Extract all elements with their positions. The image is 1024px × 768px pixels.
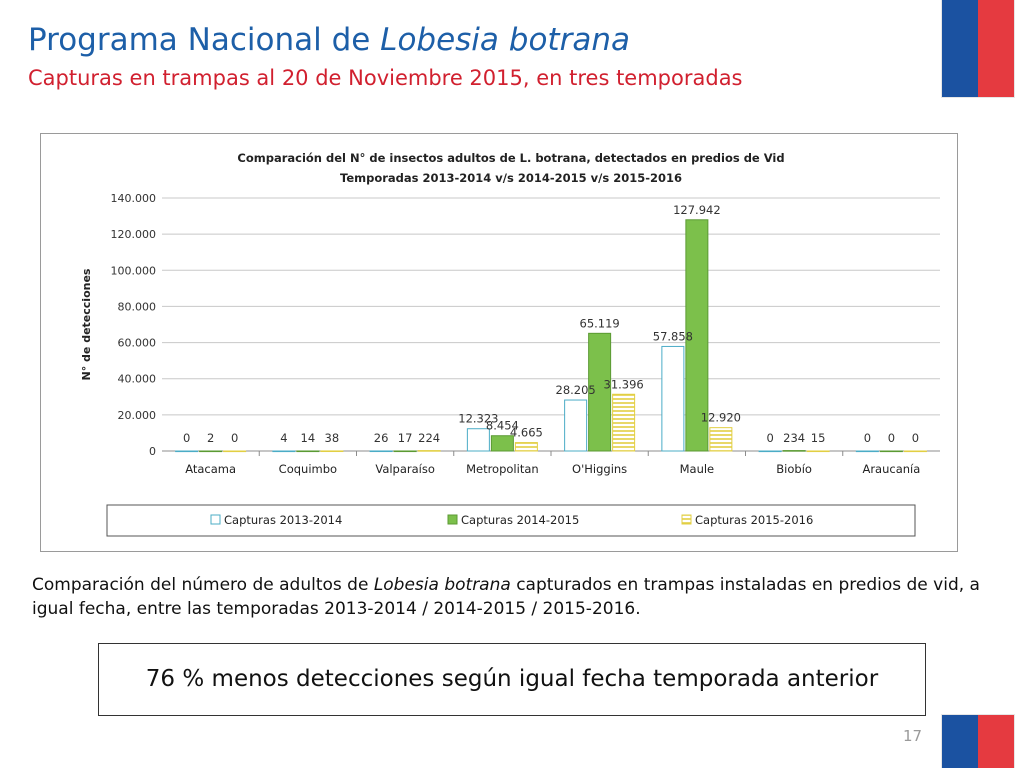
x-category-label: Metropolitan <box>466 462 539 476</box>
data-label: 12.920 <box>701 411 741 425</box>
legend-box <box>106 504 916 537</box>
bar-series-2013-2014 <box>661 345 685 452</box>
y-axis-label: N° de detecciones <box>80 268 93 380</box>
bar-chart: Comparación del N° de insectos adultos d… <box>80 151 940 537</box>
data-label: 0 <box>183 431 190 445</box>
data-label: 38 <box>325 431 340 445</box>
data-label: 57.858 <box>653 329 693 343</box>
caption-text-start: Comparación del número de adultos de <box>32 575 374 595</box>
bar-series-2013-2014 <box>855 450 879 453</box>
caption-text-end: capturados en trampas instaladas en pred… <box>32 575 980 619</box>
bar-series-2013-2014 <box>272 450 296 453</box>
x-category-label: Maule <box>680 462 715 476</box>
bar-series-2014-2015 <box>393 450 417 453</box>
data-label: 26 <box>374 431 389 445</box>
y-tick-label: 140.000 <box>111 192 157 205</box>
x-category-label: Coquimbo <box>279 462 337 476</box>
data-label: 17 <box>398 431 413 445</box>
highlight-text: 76 % menos detecciones según igual fecha… <box>145 666 879 692</box>
bar-series-2015-2016 <box>514 442 538 452</box>
slide-title-text: Programa Nacional de <box>28 22 381 58</box>
legend-label: Capturas 2015-2016 <box>695 513 813 527</box>
data-label: 31.396 <box>604 377 644 391</box>
bars <box>175 219 927 453</box>
bar-series-2015-2016 <box>709 427 733 452</box>
bar-series-2013-2014 <box>758 450 782 453</box>
data-label: 15 <box>811 431 826 445</box>
chile-flag-logo-top <box>942 0 1014 97</box>
flag-blue-band <box>942 715 978 768</box>
chart-title-line: Temporadas 2013-2014 v/s 2014-2015 v/s 2… <box>340 171 682 185</box>
data-label: 4.665 <box>510 426 543 440</box>
caption-species: Lobesia botrana <box>373 575 511 595</box>
x-category-label: Biobío <box>776 462 812 476</box>
slide-title-species: Lobesia botrana <box>380 22 630 58</box>
data-label: 0 <box>231 431 238 445</box>
bar-series-2014-2015 <box>296 450 320 453</box>
bar-series-2013-2014 <box>369 450 393 453</box>
figure-caption: Comparación del número de adultos de Lob… <box>32 573 982 621</box>
x-category-label: Araucanía <box>862 462 920 476</box>
data-label: 4 <box>280 431 287 445</box>
legend-swatch-series-2015-2016 <box>681 514 692 525</box>
data-label: 234 <box>783 431 805 445</box>
data-label: 224 <box>418 431 440 445</box>
data-label: 8.454 <box>486 419 519 433</box>
data-label: 127.942 <box>673 203 721 217</box>
x-category-label: Atacama <box>185 462 236 476</box>
page-number: 17 <box>903 727 923 745</box>
bar-series-2015-2016 <box>320 450 344 453</box>
data-label: 0 <box>888 431 895 445</box>
data-label: 28.205 <box>556 383 596 397</box>
bar-series-2013-2014 <box>175 450 199 453</box>
bar-series-2014-2015 <box>490 435 514 452</box>
legend-label: Capturas 2013-2014 <box>224 513 342 527</box>
legend-label: Capturas 2014-2015 <box>461 513 579 527</box>
bar-series-2015-2016 <box>806 450 830 453</box>
data-label: 2 <box>207 431 214 445</box>
y-tick-label: 20.000 <box>118 409 157 422</box>
highlight-box: 76 % menos detecciones según igual fecha… <box>98 643 926 716</box>
chile-flag-logo-bottom <box>942 715 1014 768</box>
chart-frame: Comparación del N° de insectos adultos d… <box>40 133 958 552</box>
bar-series-2014-2015 <box>879 450 903 453</box>
slide-subtitle: Capturas en trampas al 20 de Noviembre 2… <box>28 66 743 90</box>
chart-labels: Comparación del N° de insectos adultos d… <box>80 151 920 476</box>
bar-series-2013-2014 <box>466 428 490 452</box>
y-tick-label: 120.000 <box>111 228 157 241</box>
data-label: 12.323 <box>458 412 498 426</box>
bar-series-2015-2016 <box>417 450 441 452</box>
grid-lines <box>162 197 940 456</box>
bar-series-2014-2015 <box>199 450 223 453</box>
data-label: 65.119 <box>580 316 620 330</box>
bar-series-2014-2015 <box>782 450 806 452</box>
bar-series-2013-2014 <box>564 399 588 452</box>
data-label: 0 <box>912 431 919 445</box>
legend-swatch-series-2014-2015 <box>447 514 458 525</box>
flag-red-band <box>978 0 1014 97</box>
flag-red-band <box>978 715 1014 768</box>
y-tick-label: 0 <box>149 445 156 458</box>
flag-blue-band <box>942 0 978 97</box>
y-tick-label: 40.000 <box>118 373 157 386</box>
slide-title: Programa Nacional de Lobesia botrana <box>28 22 630 58</box>
bar-series-2015-2016 <box>223 450 247 453</box>
bar-series-2014-2015 <box>588 332 612 452</box>
x-category-label: O'Higgins <box>572 462 627 476</box>
data-label: 0 <box>864 431 871 445</box>
legend-swatch-series-2013-2014 <box>210 514 221 525</box>
y-tick-label: 80.000 <box>118 300 157 313</box>
bar-series-2015-2016 <box>903 450 927 453</box>
data-label: 14 <box>301 431 316 445</box>
chart-title-line: Comparación del N° de insectos adultos d… <box>237 151 784 165</box>
bar-series-2015-2016 <box>612 393 636 452</box>
x-category-label: Valparaíso <box>375 462 435 476</box>
bar-series-2014-2015 <box>685 219 709 452</box>
data-label: 0 <box>766 431 773 445</box>
y-tick-label: 60.000 <box>118 337 157 350</box>
y-tick-label: 100.000 <box>111 264 157 277</box>
legend: Capturas 2013-2014 Capturas 2014-2015 Capt… <box>106 504 916 537</box>
